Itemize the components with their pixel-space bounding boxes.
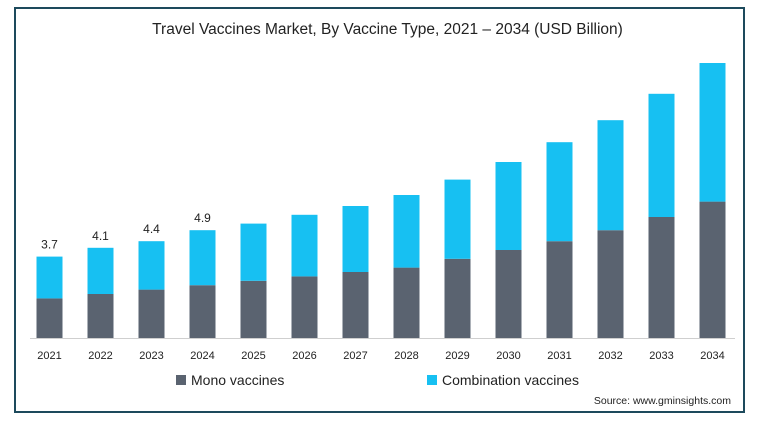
bar-mono-2021	[36, 298, 63, 338]
x-tick-label-2027: 2027	[343, 350, 367, 362]
legend-swatch-combination	[427, 375, 437, 385]
bar-combination-2032	[597, 120, 624, 231]
bar-combination-2028	[393, 195, 420, 268]
x-tick-label-2025: 2025	[241, 350, 265, 362]
data-label-2024: 4.9	[194, 211, 211, 225]
bar-combination-2025	[240, 223, 267, 281]
bar-mono-2030	[495, 250, 522, 338]
bar-mono-2027	[342, 272, 369, 338]
x-tick-label-2030: 2030	[496, 350, 520, 362]
source-note: Source: www.gminsights.com	[593, 395, 731, 407]
bar-mono-2022	[87, 294, 114, 338]
bar-combination-2033	[648, 93, 675, 217]
data-label-2022: 4.1	[92, 229, 109, 243]
bar-mono-2031	[546, 241, 573, 338]
x-tick-label-2024: 2024	[190, 350, 214, 362]
bar-combination-2034	[699, 63, 726, 202]
bar-combination-2021	[36, 256, 63, 299]
x-tick-label-2023: 2023	[139, 350, 163, 362]
legend-swatch-mono	[176, 375, 186, 385]
bar-mono-2026	[291, 276, 318, 338]
bar-combination-2024	[189, 230, 216, 286]
bar-mono-2033	[648, 217, 675, 338]
x-tick-label-2022: 2022	[88, 350, 112, 362]
data-label-2023: 4.4	[143, 222, 160, 236]
bar-mono-2028	[393, 267, 420, 338]
data-label-2021: 3.7	[41, 238, 58, 252]
x-tick-label-2029: 2029	[445, 350, 469, 362]
bar-mono-2025	[240, 280, 267, 338]
x-tick-label-2021: 2021	[37, 350, 61, 362]
bar-combination-2022	[87, 247, 114, 294]
bar-combination-2027	[342, 206, 369, 272]
bar-combination-2029	[444, 179, 471, 259]
bar-combination-2023	[138, 241, 165, 290]
bar-mono-2034	[699, 201, 726, 338]
x-tick-label-2033: 2033	[649, 350, 673, 362]
legend-label-mono: Mono vaccines	[191, 372, 284, 388]
x-tick-label-2032: 2032	[598, 350, 622, 362]
x-tick-label-2034: 2034	[700, 350, 724, 362]
bar-mono-2029	[444, 258, 471, 338]
x-tick-label-2026: 2026	[292, 350, 316, 362]
chart-title: Travel Vaccines Market, By Vaccine Type,…	[152, 21, 623, 38]
bar-mono-2032	[597, 230, 624, 338]
legend-label-combination: Combination vaccines	[442, 372, 579, 388]
x-tick-label-2028: 2028	[394, 350, 418, 362]
bar-mono-2023	[138, 289, 165, 338]
bar-combination-2031	[546, 142, 573, 242]
bar-mono-2024	[189, 285, 216, 338]
x-tick-label-2031: 2031	[547, 350, 571, 362]
bar-combination-2026	[291, 214, 318, 277]
bar-combination-2030	[495, 162, 522, 250]
